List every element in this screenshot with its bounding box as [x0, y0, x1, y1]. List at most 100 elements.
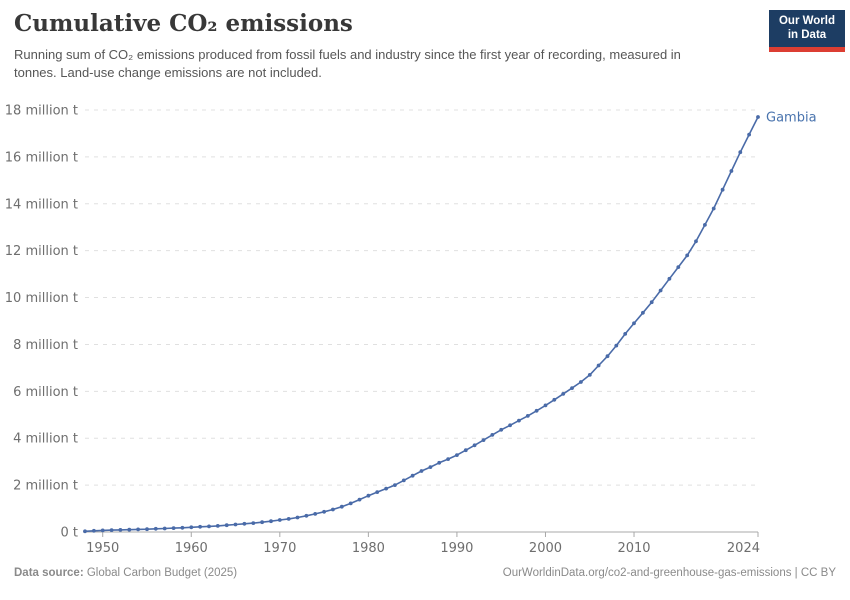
data-point — [623, 332, 628, 336]
data-point — [463, 448, 468, 453]
data-point — [198, 524, 203, 529]
data-point — [472, 443, 477, 448]
data-point — [517, 418, 521, 423]
data-point — [658, 288, 663, 293]
data-point — [632, 321, 636, 326]
data-point — [552, 397, 557, 402]
data-point — [419, 469, 424, 473]
y-tick-label: 6 million t — [13, 385, 78, 400]
data-point — [348, 501, 353, 506]
data-point — [331, 507, 335, 512]
data-point — [295, 515, 300, 520]
data-point — [596, 363, 601, 368]
data-point — [313, 512, 318, 516]
chart-subtitle: Running sum of CO₂ emissions produced fr… — [14, 47, 681, 81]
data-point — [322, 509, 326, 514]
x-tick-label: 1980 — [352, 541, 385, 556]
data-point — [410, 473, 415, 478]
entity-label[interactable]: Gambia — [766, 111, 817, 126]
data-point — [304, 513, 309, 518]
owid-logo-line1: Our World — [778, 15, 835, 28]
page-title: Cumulative CO₂ emissions — [14, 10, 353, 37]
data-point — [100, 528, 105, 533]
data-point — [153, 526, 158, 531]
data-point — [570, 386, 574, 390]
y-tick-label: 16 million t — [5, 150, 78, 165]
data-point — [242, 521, 247, 526]
data-point — [667, 276, 672, 281]
data-point — [224, 523, 229, 528]
data-point — [375, 490, 380, 494]
data-source-label: Data source: — [14, 567, 84, 579]
data-point — [171, 526, 176, 530]
data-point — [481, 438, 486, 442]
x-tick-label: 1960 — [175, 541, 208, 556]
data-point — [162, 526, 167, 531]
data-source-text: Data source: Global Carbon Budget (2025) — [14, 567, 237, 579]
owid-logo-box: Our World in Data — [769, 10, 845, 47]
data-point — [286, 517, 291, 521]
data-point — [490, 433, 495, 437]
data-point — [136, 527, 141, 532]
data-point — [233, 522, 238, 527]
owid-url-license: OurWorldinData.org/co2-and-greenhouse-ga… — [502, 567, 836, 579]
data-point — [277, 518, 282, 522]
data-point — [339, 504, 344, 509]
chart-footer: Data source: Global Carbon Budget (2025)… — [14, 567, 836, 579]
data-point — [738, 150, 743, 155]
y-tick-label: 2 million t — [13, 479, 78, 494]
data-point — [207, 524, 211, 529]
x-tick-label: 1950 — [86, 541, 119, 556]
x-tick-label: 2024 — [727, 541, 760, 556]
y-tick-label: 18 million t — [5, 104, 78, 119]
data-point — [579, 380, 583, 384]
y-tick-label: 10 million t — [5, 291, 78, 306]
y-tick-label: 8 million t — [13, 338, 78, 353]
y-tick-label: 4 million t — [13, 432, 78, 447]
data-point — [729, 169, 734, 173]
data-point — [685, 253, 690, 258]
data-point — [455, 453, 459, 457]
data-point — [393, 483, 397, 487]
data-point — [508, 423, 512, 428]
data-point — [251, 521, 256, 525]
data-point — [641, 310, 645, 315]
data-point — [543, 403, 548, 408]
x-tick-label: 2000 — [529, 541, 562, 556]
data-point — [92, 528, 96, 533]
data-point — [215, 524, 220, 528]
data-point — [357, 497, 362, 502]
x-tick-label: 1990 — [440, 541, 473, 556]
data-point — [366, 493, 371, 498]
data-point — [534, 408, 539, 413]
data-point — [703, 223, 707, 227]
y-tick-label: 0 t — [60, 526, 78, 541]
data-point — [676, 265, 681, 269]
data-point — [127, 527, 132, 532]
y-tick-label: 12 million t — [5, 244, 78, 259]
data-point — [180, 525, 185, 530]
x-tick-label: 2010 — [617, 541, 650, 556]
data-point — [260, 520, 264, 525]
data-point — [145, 527, 149, 532]
y-tick-label: 14 million t — [5, 197, 78, 212]
data-point — [109, 528, 114, 532]
data-point — [605, 354, 610, 359]
data-point — [269, 519, 273, 524]
data-point — [525, 414, 530, 418]
data-point — [614, 343, 619, 348]
owid-logo: Our World in Data — [769, 10, 845, 52]
data-point — [747, 132, 751, 137]
chart-header: Cumulative CO₂ emissions Running sum of … — [14, 10, 760, 83]
owid-logo-red-bar — [769, 47, 845, 52]
data-point — [189, 525, 194, 530]
data-point — [384, 486, 388, 491]
data-point — [446, 457, 450, 461]
data-point — [587, 373, 592, 377]
data-source-value: Global Carbon Budget (2025) — [83, 567, 238, 579]
owid-logo-line2: in Data — [787, 28, 827, 41]
data-point — [499, 427, 504, 432]
data-point — [649, 300, 654, 305]
data-point — [756, 115, 760, 119]
